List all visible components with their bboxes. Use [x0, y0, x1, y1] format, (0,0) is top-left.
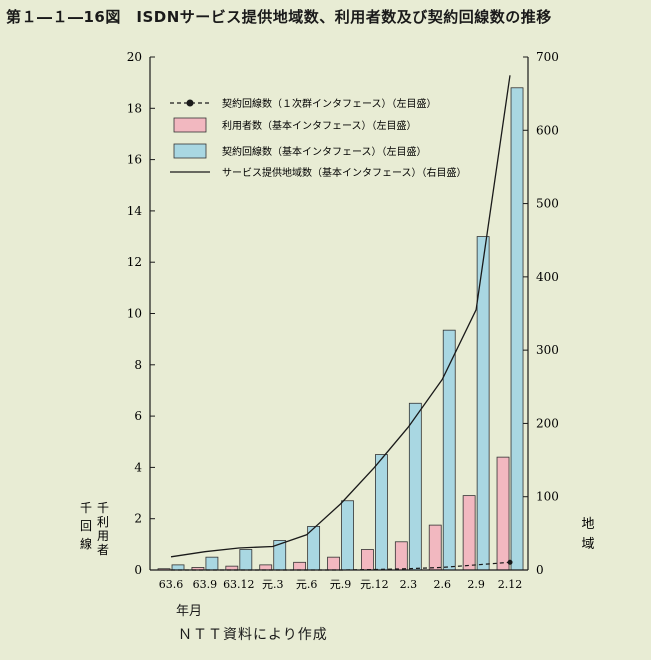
- legend-label: 契約回線数（基本インタフェース）（左目盛）: [222, 145, 427, 158]
- x-tick-label: 2.6: [433, 578, 451, 591]
- page-title: 第１―１―16図 ISDNサービス提供地域数、利用者数及び契約回線数の推移: [6, 8, 552, 26]
- bar-basic-lines: [510, 87, 524, 571]
- x-tick-label: 元.12: [360, 578, 389, 591]
- legend-swatch-pink: [173, 117, 207, 133]
- bar-basic-lines: [171, 564, 185, 571]
- left-axis-label2-char: 用: [97, 529, 109, 543]
- x-tick-label: 元.6: [296, 578, 318, 591]
- left-axis-label2-char: 千: [97, 501, 109, 515]
- x-tick-label: 63.9: [193, 578, 218, 591]
- left-axis-label-char: 千: [80, 501, 92, 515]
- legend-swatch-dot: [186, 99, 194, 107]
- line-primary-lines-point: [507, 559, 513, 565]
- x-tick-label: 2.12: [498, 578, 523, 591]
- legend-swatch-blue: [173, 143, 207, 159]
- x-tick-label: 元.3: [262, 578, 284, 591]
- x-tick-label: 2.3: [400, 578, 418, 591]
- right-tick-label: 500: [536, 197, 559, 211]
- right-tick-label: 400: [536, 270, 559, 284]
- left-tick-label: 14: [127, 204, 143, 218]
- bar-basic-lines: [375, 454, 388, 571]
- right-tick-label: 300: [536, 343, 559, 357]
- right-tick-label: 100: [536, 490, 559, 504]
- left-axis-label2-char: 利: [97, 515, 109, 529]
- bar-users: [259, 564, 273, 571]
- bar-users: [293, 561, 307, 571]
- left-tick-label: 10: [127, 307, 142, 321]
- right-tick-label: 0: [536, 563, 544, 577]
- bar-basic-lines: [408, 402, 422, 571]
- left-tick-label: 18: [127, 101, 142, 115]
- source-note: ＮＴＴ資料により作成: [178, 627, 328, 643]
- left-tick-label: 8: [134, 358, 142, 372]
- right-axis-label-char: 地: [581, 517, 594, 532]
- legend-label: 契約回線数（１次群インタフェース）（左目盛）: [222, 97, 437, 110]
- left-tick-label: 0: [134, 563, 142, 577]
- line-primary-lines: [171, 561, 511, 571]
- left-axis-label-char: 線: [80, 536, 92, 551]
- left-tick-label: 16: [127, 153, 142, 167]
- x-tick-label: 2.9: [467, 578, 485, 591]
- x-tick-label: 63.6: [159, 578, 184, 591]
- left-axis-label2-char: 者: [97, 543, 109, 557]
- left-tick-label: 20: [127, 50, 142, 64]
- line-service-areas: [170, 75, 511, 558]
- bar-users: [361, 549, 374, 571]
- x-tick-label: 元.9: [330, 578, 352, 591]
- left-tick-label: 2: [134, 512, 142, 526]
- left-tick-label: 12: [127, 255, 142, 269]
- x-axis-label: 年月: [176, 604, 203, 619]
- bar-basic-lines: [205, 556, 219, 571]
- right-tick-label: 700: [536, 50, 559, 64]
- right-tick-label: 200: [536, 416, 559, 430]
- bar-users: [327, 556, 340, 571]
- left-tick-label: 4: [134, 460, 142, 474]
- legend-label: サービス提供地域数（基本インタフェース）（右目盛）: [222, 166, 467, 179]
- bar-basic-lines: [239, 549, 253, 571]
- left-axis-label-char: 回: [80, 519, 92, 533]
- left-tick-label: 6: [134, 409, 142, 423]
- bar-users: [462, 495, 476, 571]
- x-tick-label: 63.12: [223, 578, 255, 591]
- bar-users: [496, 456, 510, 571]
- legend-label: 利用者数（基本インタフェース）（左目盛）: [222, 119, 417, 132]
- right-tick-label: 600: [536, 123, 559, 137]
- bar-users: [394, 541, 408, 571]
- right-axis-label-char: 域: [581, 537, 594, 552]
- bar-users: [428, 524, 442, 571]
- bar-basic-lines: [341, 500, 354, 571]
